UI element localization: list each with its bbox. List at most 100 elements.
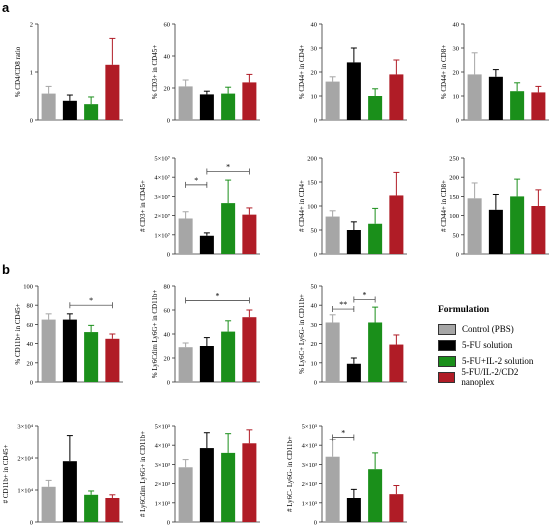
legend-title: Formulation [438, 305, 490, 315]
bar [105, 498, 120, 522]
y-tick-label: 5×10³ [302, 424, 317, 431]
y-tick-label: 20 [311, 341, 318, 348]
y-tick-label: 10 [311, 360, 318, 367]
y-tick-label: 80 [164, 284, 171, 291]
y-tick-label: 2 [30, 22, 33, 29]
y-tick-label: 1×10⁴ [17, 488, 33, 495]
significance-label: * [341, 429, 345, 438]
y-tick-label: 2×10³ [155, 481, 170, 488]
y-axis-label: # CD11b+ in CD45+ [2, 445, 10, 504]
y-tick-label: 2×10⁴ [17, 456, 33, 463]
y-tick-label: 1 [30, 70, 33, 77]
legend-swatch [438, 339, 456, 351]
bar [389, 344, 404, 382]
bar [389, 494, 404, 522]
legend-swatch [438, 355, 456, 367]
bar [105, 64, 120, 120]
section-b-label: b [2, 262, 10, 277]
y-tick-label: 0 [167, 520, 170, 527]
bar [62, 319, 77, 382]
y-tick-label: 80 [27, 303, 34, 310]
y-tick-label: 3×10³ [155, 462, 170, 469]
bar [389, 195, 404, 254]
y-axis-label: # CD44+ in CD4+ [298, 180, 306, 232]
legend-item-5fu-il2: 5-FU+IL-2 solution [438, 353, 550, 369]
y-axis-label: % CD4/CD8 ratio [14, 46, 22, 97]
y-tick-label: 100 [449, 213, 459, 220]
bar [41, 486, 56, 522]
legend-item-control: Control (PBS) [438, 321, 550, 337]
legend-swatch [438, 323, 456, 335]
bar [325, 81, 340, 120]
bar [510, 91, 525, 120]
y-axis-label: # CD44+ in CD8+ [440, 180, 448, 232]
bar [41, 319, 56, 382]
bar [368, 322, 383, 382]
significance-label: * [194, 176, 198, 185]
legend-item-5fu: 5-FU solution [438, 337, 550, 353]
bar [41, 93, 56, 120]
significance-label: * [89, 296, 93, 305]
bar [199, 235, 214, 254]
y-tick-label: 40 [311, 22, 318, 29]
y-tick-label: 3×10³ [302, 462, 317, 469]
significance-label: ** [339, 300, 347, 309]
legend-label: 5-FU+IL-2 solution [462, 356, 534, 366]
significance-label: * [363, 290, 367, 299]
y-axis-label: # Ly6Cdim Ly6G+ in CD11b+ [139, 431, 147, 517]
significance-label: * [226, 162, 230, 171]
legend-label: 5-FU solution [462, 340, 513, 350]
y-tick-label: 30 [311, 322, 318, 329]
y-axis-label: % Ly6C+ Ly6G- in CD11b+ [298, 294, 306, 374]
y-tick-label: 0 [314, 520, 317, 527]
y-axis-label: % Ly6Cdim Ly6G+ in CD11b+ [151, 290, 159, 379]
y-axis-label: % CD11b+ in CD45+ [14, 303, 22, 364]
bar [325, 322, 340, 382]
y-tick-label: 50 [453, 232, 460, 239]
y-tick-label: 5×10⁷ [154, 156, 170, 163]
y-tick-label: 30 [311, 46, 318, 53]
y-tick-label: 1×10³ [155, 500, 170, 507]
y-tick-label: 0 [167, 252, 170, 259]
bar [368, 96, 383, 120]
bar [488, 76, 503, 120]
bar [325, 456, 340, 522]
bar [178, 218, 193, 254]
bar [62, 461, 77, 522]
bar [346, 62, 361, 120]
y-axis-label: % CD44+ in CD8+ [440, 45, 448, 99]
bar [510, 196, 525, 254]
y-tick-label: 250 [449, 156, 459, 163]
legend-label: Control (PBS) [462, 324, 514, 334]
bar [368, 469, 383, 522]
y-tick-label: 60 [164, 22, 171, 29]
y-tick-label: 4×10⁷ [154, 175, 170, 182]
y-axis-label: % CD3+ in CD45+ [151, 45, 159, 99]
bar [199, 346, 214, 382]
y-tick-label: 20 [453, 70, 460, 77]
y-tick-label: 0 [456, 118, 459, 125]
y-tick-label: 4×10³ [155, 443, 170, 450]
bar [84, 104, 99, 120]
bar [467, 198, 482, 254]
y-tick-label: 40 [27, 341, 34, 348]
y-tick-label: 150 [307, 180, 317, 187]
bar [346, 363, 361, 382]
bar [84, 494, 99, 522]
legend-item-nanoplex: 5-FU/IL-2/CD2 nanoplex [438, 367, 550, 387]
y-tick-label: 10 [311, 94, 318, 101]
y-tick-label: 200 [307, 156, 317, 163]
bar [62, 100, 77, 120]
y-tick-label: 0 [167, 380, 170, 387]
bar [488, 209, 503, 254]
bar [199, 448, 214, 522]
y-tick-label: 20 [164, 356, 171, 363]
y-tick-label: 4×10³ [302, 443, 317, 450]
bar [242, 214, 257, 254]
significance-label: * [216, 291, 220, 300]
y-tick-label: 2×10⁷ [154, 213, 170, 220]
y-tick-label: 20 [311, 70, 318, 77]
bar [178, 467, 193, 522]
bar [221, 452, 236, 522]
y-tick-label: 150 [449, 194, 459, 201]
